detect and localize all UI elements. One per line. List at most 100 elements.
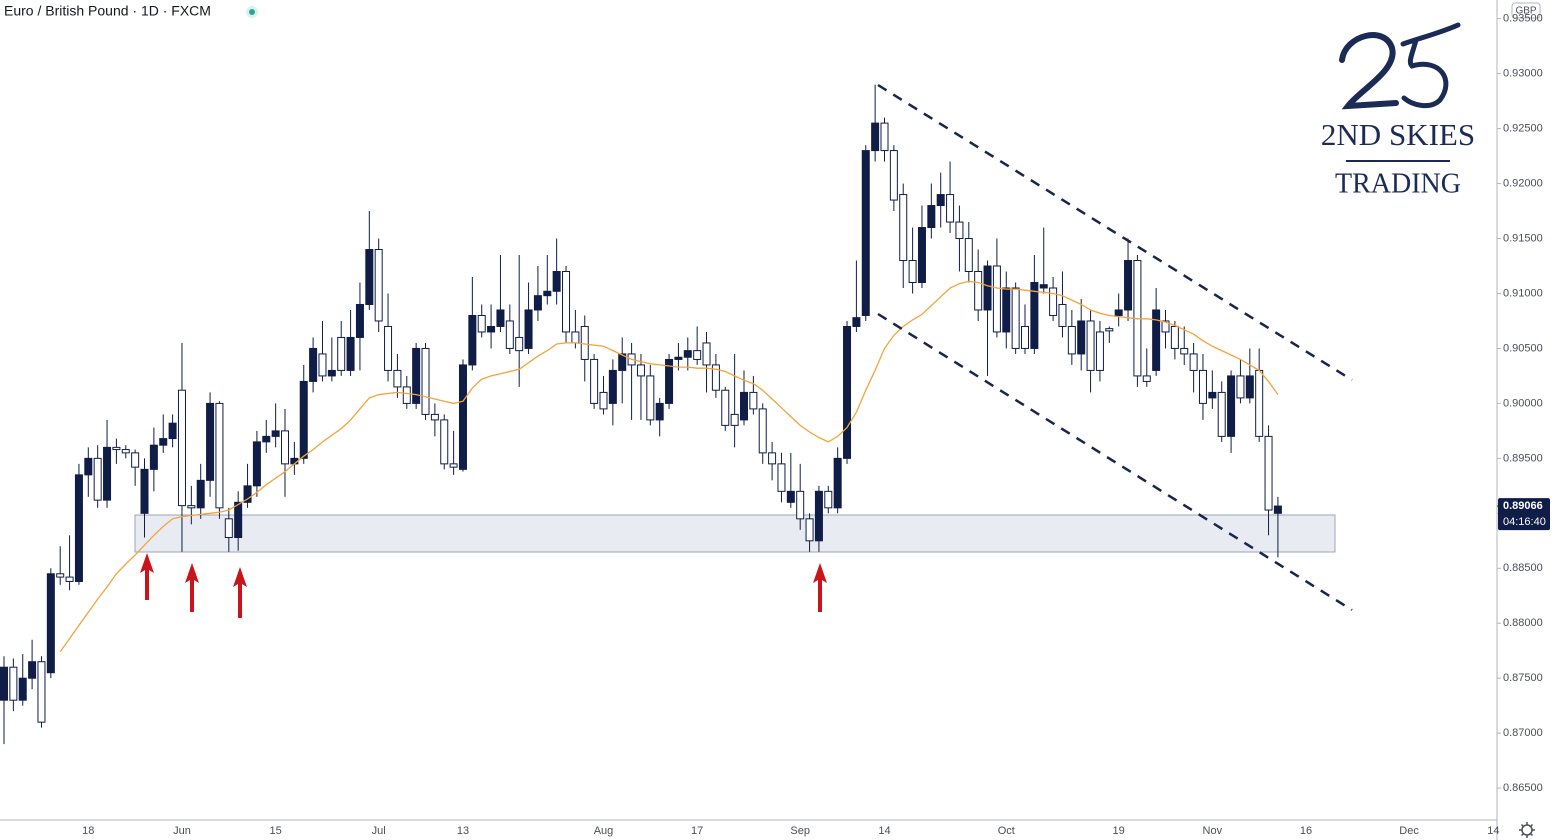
candle-body [730, 413, 739, 426]
candle-body [74, 474, 83, 582]
candle-body [786, 490, 795, 503]
y-tick-label: 0.90000 [1503, 397, 1543, 409]
candle-body [271, 430, 280, 437]
candle-body [552, 271, 561, 292]
y-tick-label: 0.90500 [1503, 342, 1543, 354]
candle-body [683, 350, 692, 358]
moving-average [59, 280, 1279, 653]
y-tick-label: 0.92500 [1503, 123, 1543, 135]
candle-body [580, 325, 589, 360]
candle-body [974, 271, 983, 311]
x-tick-label: Aug [594, 825, 614, 837]
candle-body [477, 314, 486, 333]
y-tick-label: 0.91000 [1503, 287, 1543, 299]
candle-body [955, 221, 964, 240]
candle-body [430, 413, 439, 421]
candle-body [9, 666, 18, 701]
candle-body [992, 265, 1001, 333]
arrow [233, 567, 247, 618]
y-tick-label: 0.89500 [1503, 452, 1543, 464]
candles [0, 84, 1282, 745]
candle-body [1077, 320, 1086, 355]
candle-body [646, 375, 655, 421]
candle-body [608, 369, 617, 404]
candle-body [112, 446, 121, 451]
candle-body [487, 325, 496, 333]
candle-body [533, 295, 542, 311]
candle-body [1180, 347, 1189, 355]
candle-body [327, 369, 336, 377]
candle-body [458, 364, 467, 470]
x-tick-label: Jun [173, 825, 191, 837]
candle-body [1011, 287, 1020, 349]
candle-body [243, 485, 252, 503]
candle-body [739, 391, 748, 421]
candle-body [440, 419, 449, 465]
candle-body [196, 479, 205, 509]
candle-body [18, 677, 27, 701]
x-tick-label: 17 [691, 825, 703, 837]
candle-body [889, 150, 898, 201]
y-tick-label: 0.86500 [1503, 782, 1543, 794]
candle-body [1198, 369, 1207, 404]
candle-body [449, 463, 458, 468]
candle-body [1227, 375, 1236, 437]
candle-body [852, 317, 861, 327]
candle-body [908, 260, 917, 283]
candle-body [768, 452, 777, 465]
candle-body [1039, 284, 1048, 289]
y-tick-label: 0.93500 [1503, 13, 1543, 25]
candle-body [543, 290, 552, 297]
candle-body [1208, 391, 1217, 399]
candle-body [177, 389, 186, 507]
candle-body [318, 353, 327, 377]
settings-icon[interactable] [1519, 822, 1535, 838]
candle-body [693, 350, 702, 360]
candle-body [281, 430, 290, 465]
candle-body [880, 122, 889, 152]
candle-body [1105, 328, 1114, 332]
support-zone [134, 514, 1336, 553]
candle-body [309, 347, 318, 382]
candle-body [796, 490, 805, 520]
candle-body [402, 386, 411, 404]
candle-body [355, 303, 364, 338]
y-tick-label: 0.87000 [1503, 727, 1543, 739]
candle-body [515, 336, 524, 352]
candle-body [936, 194, 945, 207]
x-tick-label: 14 [1487, 825, 1499, 837]
y-tick-label: 0.92000 [1503, 177, 1543, 189]
y-tick-label: 0.88500 [1503, 562, 1543, 574]
arrow [140, 553, 154, 600]
candle-body [496, 309, 505, 327]
candle-body [65, 576, 74, 582]
candle-body [93, 457, 102, 501]
candle-body [1189, 353, 1198, 371]
candle-body [1086, 320, 1095, 371]
candle-body [777, 463, 786, 492]
y-tick-label: 0.91500 [1503, 232, 1543, 244]
x-tick-label: 18 [82, 825, 94, 837]
candle-body [1142, 375, 1151, 382]
candle-body [843, 325, 852, 459]
candle-body [374, 249, 383, 322]
settings-icon[interactable] [1519, 822, 1535, 838]
candle-body [814, 490, 823, 542]
candle-body [524, 309, 533, 349]
candle-body [571, 331, 580, 344]
candle-body [252, 441, 261, 487]
candle-body [1114, 309, 1123, 316]
candle-body [206, 402, 215, 481]
candle-body [871, 122, 880, 152]
arrow [813, 563, 827, 612]
x-tick-label: Dec [1399, 825, 1419, 837]
currency: GBP [1515, 6, 1536, 17]
candle-body [1049, 287, 1058, 316]
candle-body [917, 227, 926, 283]
candle-body [833, 457, 842, 509]
candle-body [655, 402, 664, 421]
candle-body [234, 501, 243, 539]
candle-body [365, 249, 374, 305]
candle-body [0, 666, 8, 701]
